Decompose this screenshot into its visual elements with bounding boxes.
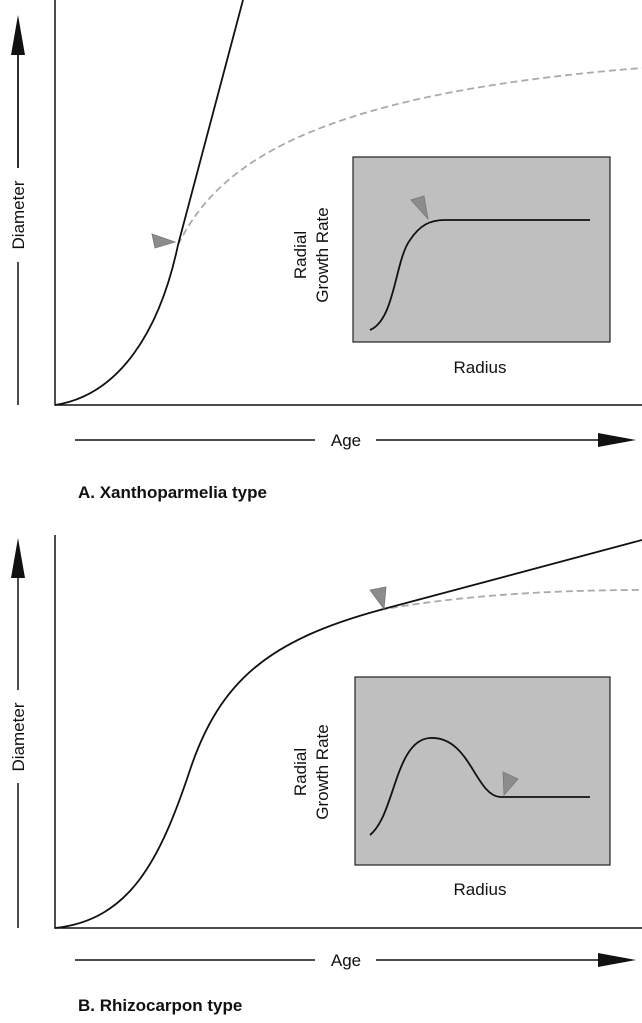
inset-y-label: Radial	[291, 748, 310, 796]
marker	[151, 233, 177, 249]
marker	[502, 771, 519, 797]
growth-curve	[54, 0, 244, 406]
y-arrowhead	[11, 538, 25, 578]
inset-curve	[369, 219, 590, 331]
marker	[369, 586, 387, 611]
inset-y-label: Growth Rate	[313, 724, 332, 819]
y-label: Diameter	[9, 702, 28, 771]
y-label: Diameter	[9, 180, 28, 249]
inset-y-label: Radial	[291, 231, 310, 279]
caption: A. Xanthoparmelia type	[78, 483, 267, 502]
dashed-curve	[379, 589, 642, 611]
growth-curve	[54, 539, 642, 929]
inset-y-label: Growth Rate	[313, 207, 332, 302]
marker	[410, 195, 429, 221]
y-arrowhead	[11, 15, 25, 55]
x-label: Age	[331, 951, 361, 970]
x-arrowhead	[598, 953, 636, 967]
inset-x-label: Radius	[454, 358, 507, 377]
inset	[354, 676, 611, 866]
inset-curve	[369, 737, 590, 836]
inset	[352, 156, 611, 343]
inset-x-label: Radius	[454, 880, 507, 899]
panel-a: Diameter Age A. Xanthoparmelia type Radi…	[9, 0, 642, 502]
caption: B. Rhizocarpon type	[78, 996, 242, 1015]
x-arrowhead	[598, 433, 636, 447]
x-label: Age	[331, 431, 361, 450]
panel-b: Diameter Age B. Rhizocarpon type Radial …	[9, 535, 642, 1015]
dashed-curve	[177, 67, 642, 246]
